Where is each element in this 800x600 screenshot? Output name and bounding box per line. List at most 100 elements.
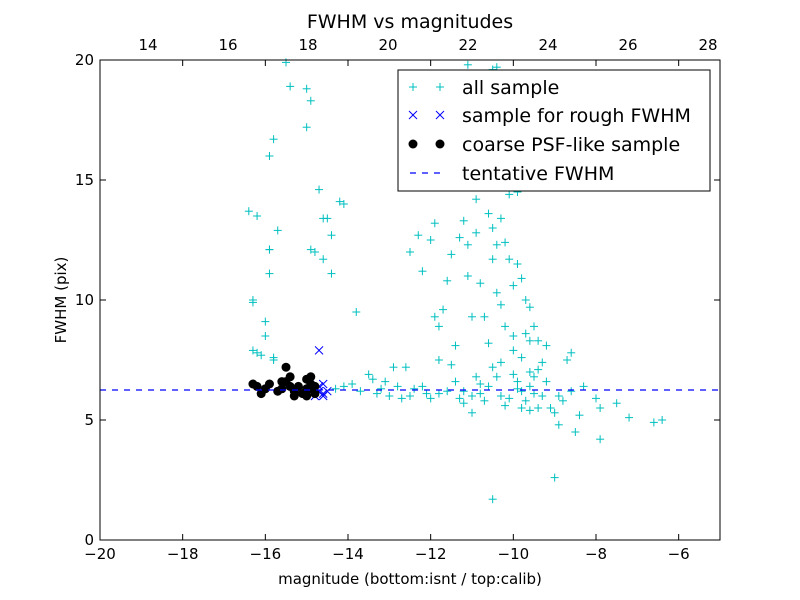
data-point (385, 392, 394, 400)
data-point (563, 356, 572, 364)
legend-swatch (409, 83, 417, 91)
data-point (525, 303, 534, 312)
data-point (397, 394, 406, 403)
legend-entry-2: coarse PSF-like sample (408, 134, 680, 156)
data-point (476, 279, 485, 288)
data-point (302, 84, 311, 93)
data-point (430, 219, 439, 228)
data-point (530, 389, 538, 398)
legend-label: all sample (462, 77, 559, 99)
data-point (285, 372, 295, 382)
data-point (509, 346, 518, 355)
legend-entry-3: tentative FWHM (410, 163, 614, 185)
data-point (509, 332, 518, 340)
data-point (554, 392, 563, 400)
data-point (509, 370, 518, 379)
legend: all sample sample for rough FWHM coarse PS… (397, 69, 711, 192)
data-point (310, 248, 319, 256)
data-point (484, 209, 493, 218)
data-point (434, 322, 443, 331)
data-point (579, 382, 588, 391)
x-tick-label: −18 (167, 545, 199, 563)
y-axis-label: FWHM (pix) (52, 257, 70, 344)
legend-box (397, 69, 711, 192)
data-point (310, 381, 320, 391)
data-point (505, 190, 514, 199)
data-point (468, 312, 476, 321)
data-point (480, 312, 489, 321)
data-point (348, 380, 357, 388)
data-point (289, 391, 299, 401)
top-x-tick-label: 26 (618, 36, 637, 54)
data-point (306, 245, 315, 254)
data-point (463, 60, 472, 69)
data-point (484, 339, 493, 348)
data-point (496, 358, 505, 367)
data-point (368, 375, 377, 384)
data-point (542, 341, 551, 350)
data-point (310, 389, 320, 399)
data-point (248, 296, 257, 304)
data-point (488, 255, 497, 264)
data-point (525, 368, 534, 376)
axes-layer: −20 −18 −16 −14 −12 −10 −8 −6 0 5 10 15 20 14 16 18 20 22… (75, 36, 720, 563)
data-point (534, 365, 543, 374)
data-point (426, 394, 435, 403)
data-point (513, 260, 522, 268)
legend-swatch (408, 139, 418, 149)
data-point (327, 269, 336, 278)
data-point (496, 392, 505, 400)
data-point (513, 377, 522, 386)
data-point (261, 317, 270, 326)
data-point (389, 363, 398, 372)
plot-data-layer (100, 58, 720, 504)
data-point (331, 384, 340, 393)
x-tick-label: −8 (585, 545, 607, 563)
legend-swatch (435, 110, 445, 120)
data-point (517, 274, 526, 283)
data-point (253, 348, 262, 357)
data-point (244, 207, 253, 216)
x-tick-label: −12 (415, 545, 447, 563)
legend-label: sample for rough FWHM (462, 105, 691, 127)
data-point (261, 332, 270, 340)
data-point (372, 389, 381, 398)
data-point (269, 356, 278, 364)
data-point (525, 336, 534, 345)
data-point (265, 245, 274, 254)
data-point (534, 336, 543, 345)
data-point (364, 370, 373, 379)
data-point (381, 377, 390, 386)
data-point (302, 391, 312, 401)
data-point (534, 404, 543, 412)
data-point (302, 123, 311, 132)
top-x-tick-label: 24 (538, 36, 557, 54)
y-tick-label: 15 (75, 171, 94, 189)
data-point (463, 272, 472, 280)
series-2 (248, 362, 320, 401)
data-point (492, 240, 501, 249)
data-point (558, 396, 567, 405)
data-point (302, 384, 312, 394)
data-point (455, 233, 464, 242)
legend-swatch (435, 139, 445, 149)
data-point (517, 404, 526, 412)
data-point (459, 387, 468, 396)
data-point (339, 382, 348, 391)
data-point (451, 341, 460, 350)
data-point (501, 238, 510, 247)
data-point (468, 408, 476, 417)
x-tick-label: −6 (668, 545, 690, 563)
y-tick-label: 5 (84, 411, 94, 429)
y-tick-label: 20 (75, 51, 94, 69)
top-x-tick-label: 20 (378, 36, 397, 54)
data-point (538, 358, 547, 367)
data-point (339, 200, 348, 208)
data-point (248, 346, 257, 355)
data-point (459, 399, 468, 408)
data-point (459, 216, 468, 225)
y-tick-label: 10 (75, 291, 94, 309)
data-point (314, 346, 324, 355)
data-point (422, 389, 431, 398)
data-point (480, 396, 489, 405)
